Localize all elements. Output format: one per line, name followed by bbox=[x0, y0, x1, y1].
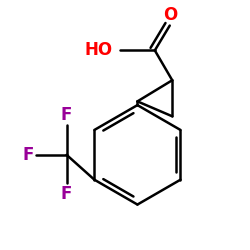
Text: F: F bbox=[61, 185, 72, 203]
Text: F: F bbox=[61, 106, 72, 124]
Text: HO: HO bbox=[84, 42, 112, 60]
Text: O: O bbox=[163, 6, 177, 24]
Text: F: F bbox=[23, 146, 34, 164]
